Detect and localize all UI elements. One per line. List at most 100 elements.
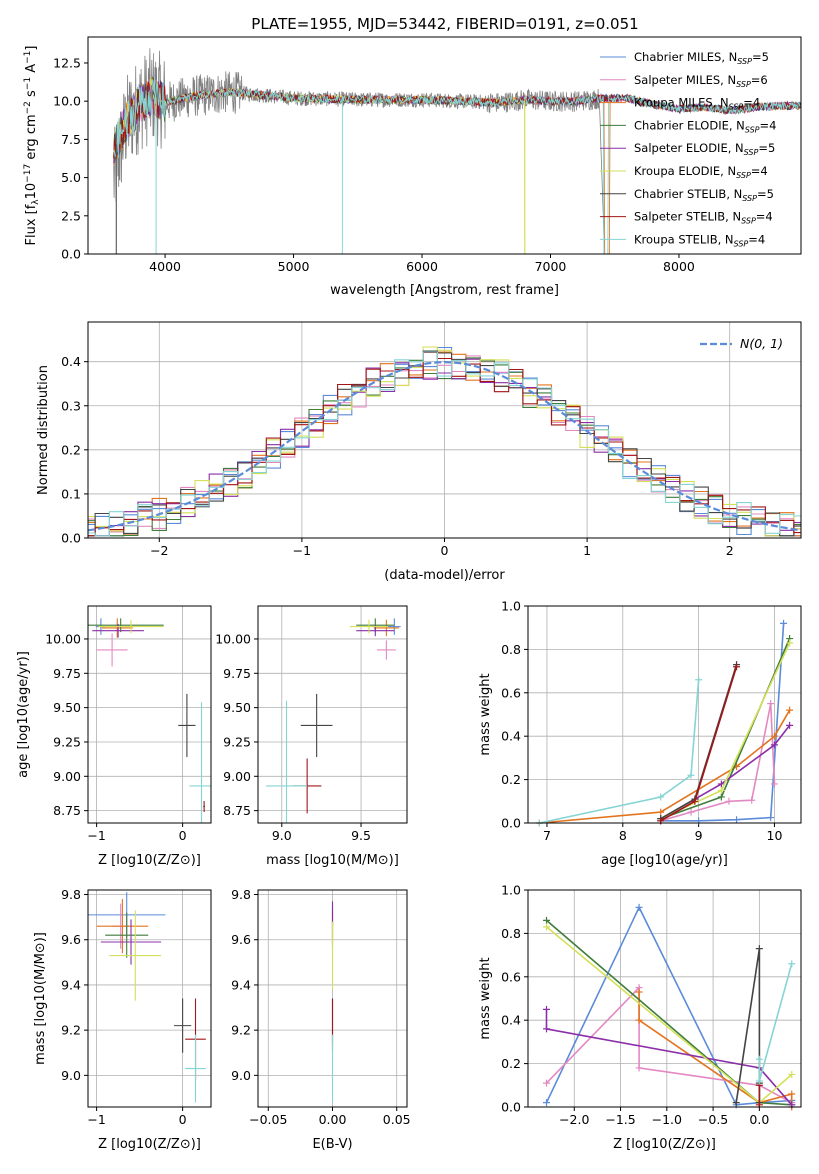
y-tick-label: 9.00 <box>53 769 81 784</box>
histogram-kroupa-elodie <box>88 346 801 537</box>
age_vs_z-grid <box>88 606 211 823</box>
y-tick-label: 9.8 <box>61 887 81 902</box>
x-tick-label: 4000 <box>149 259 181 274</box>
x-tick-label: −1 <box>293 543 311 558</box>
mass-vs-z-y-label: mass [log10(M/M⊙)] <box>33 932 48 1065</box>
weight-point-kroupa-stelib <box>755 1055 763 1063</box>
mass-weight-vs-z-panel: −2.0 −1.5 −1.0 −0.5 0.0 0.0 0.2 0.4 0.6 0.8 1.0 Z [… <box>478 883 802 1152</box>
weight-line-chabrier-stelib <box>735 948 761 1103</box>
y-tick-label: 9.0 <box>61 1068 81 1083</box>
x-tick-label: 0.00 <box>319 1112 347 1127</box>
x-tick-label: 0.05 <box>383 1112 411 1127</box>
x-tick-label: 1 <box>583 543 591 558</box>
y-tick-label: 9.8 <box>231 887 251 902</box>
legend-entry-kroupa-elodie: Kroupa ELODIE, NSSP=4 <box>634 164 768 180</box>
y-tick-label: 2.5 <box>61 208 81 223</box>
mass-weight-vs-age-panel: 7 8 9 10 0.0 0.2 0.4 0.6 0.8 1.0 age [log10(age/yr… <box>478 599 802 868</box>
age-vs-mass-panel: 9.0 9.5 8.75 9.00 9.25 9.50 9.75 10.00 mass [log… <box>215 605 408 868</box>
weight-point-kroupa-miles <box>657 808 665 816</box>
weight-lines <box>535 619 794 827</box>
weight-point-kroupa-miles <box>788 1090 796 1098</box>
spectrum-y-label: Flux [fλ10−17 erg cm−2 s−1 A−1] <box>23 46 41 246</box>
x-tick-label: 0 <box>441 543 449 558</box>
weight-point-kroupa-stelib <box>788 960 796 968</box>
histogram-salpeter-stelib <box>88 351 801 537</box>
y-tick-label: 9.4 <box>231 977 251 992</box>
mass_vs_z-grid <box>88 890 211 1107</box>
weight-point-salpeter-elodie <box>786 721 794 729</box>
spectrum-panel: 4000 5000 6000 7000 8000 0.0 2.5 5.0 7.5 10.0 12.5… <box>23 36 802 298</box>
data-spectrum-line <box>113 48 605 248</box>
weight-point-salpeter-elodie <box>543 1025 551 1033</box>
y-tick-label: 9.50 <box>223 700 251 715</box>
age-vs-mass-x-label: mass [log10(M/M⊙)] <box>266 853 399 868</box>
y-tick-label: 0.6 <box>501 969 521 984</box>
y-tick-label: 9.6 <box>61 932 81 947</box>
legend-entry-kroupa-miles: Kroupa MILES, NSSP=4 <box>634 96 760 112</box>
x-tick-label: 0 <box>179 828 187 843</box>
weight-line-chabrier-miles <box>660 623 785 822</box>
x-tick-label: 10 <box>767 828 783 843</box>
y-tick-label: 10.00 <box>215 631 251 646</box>
weight-point-kroupa-elodie <box>788 1070 796 1078</box>
y-tick-label: 1.0 <box>501 883 521 898</box>
weight-point-kroupa-elodie <box>543 923 551 931</box>
y-tick-label: 0.4 <box>501 729 521 744</box>
x-tick-label: 8000 <box>663 259 695 274</box>
weight-point-kroupa-miles <box>635 988 643 996</box>
axes-frame <box>87 605 212 824</box>
y-tick-label: 1.0 <box>501 599 521 614</box>
x-tick-label: −1.0 <box>652 1112 682 1127</box>
axes-frame <box>527 889 802 1108</box>
spectrum-legend: Chabrier MILES, NSSP=5 Salpeter MILES, NS… <box>600 50 776 248</box>
y-tick-label: 9.0 <box>231 1068 251 1083</box>
y-tick-label: 9.50 <box>53 700 81 715</box>
weight-point-salpeter-elodie <box>770 741 778 749</box>
y-tick-label: 8.75 <box>223 803 251 818</box>
age-vs-z-y-label: age [log10(age/yr)] <box>16 651 31 778</box>
mass-weight-vs-z-y-label: mass weight <box>478 957 493 1039</box>
weight-line-salpeter-miles <box>660 703 776 822</box>
y-tick-label: 9.00 <box>223 769 251 784</box>
x-tick-label: 9 <box>695 828 703 843</box>
weight-line-chabrier-elodie <box>660 638 791 820</box>
axes-frame <box>527 605 802 824</box>
weight-point-kroupa-miles <box>786 706 794 714</box>
x-tick-label: −2.0 <box>559 1112 589 1127</box>
histogram-kroupa-stelib <box>88 351 801 537</box>
errorbars <box>265 618 401 823</box>
x-tick-label: 6000 <box>406 259 438 274</box>
weight-lines <box>543 903 796 1111</box>
weight-point-chabrier-elodie <box>543 916 551 924</box>
weight-point-salpeter-miles <box>687 808 695 816</box>
x-tick-label: −2 <box>150 543 168 558</box>
weight-line-salpeter-elodie <box>545 1009 793 1106</box>
weight-line-kroupa-elodie <box>660 642 791 820</box>
weight-line-chabrier-elodie <box>545 919 792 1106</box>
mass-vs-z-x-label: Z [log10(Z/Z⊙)] <box>98 1137 201 1152</box>
axes-frame <box>257 605 408 824</box>
age-vs-z-panel: −1 0 8.75 9.00 9.25 9.50 9.75 10.00 Z [log10(Z/Z… <box>16 605 212 868</box>
y-tick-label: 10.0 <box>53 94 81 109</box>
weight-point-kroupa-elodie <box>717 786 725 794</box>
y-tick-label: 0.0 <box>501 816 521 831</box>
y-tick-label: 0.0 <box>61 247 81 262</box>
y-tick-label: 0.0 <box>61 531 81 546</box>
y-tick-label: 9.75 <box>53 666 81 681</box>
figure-title: PLATE=1955, MJD=53442, FIBERID=0191, z=0… <box>251 15 638 33</box>
x-tick-label: 0 <box>179 1112 187 1127</box>
weight-point-chabrier-stelib <box>732 1099 740 1107</box>
histogram-kroupa-miles <box>88 351 801 537</box>
legend-entry-chabrier-elodie: Chabrier ELODIE, NSSP=4 <box>634 118 776 134</box>
weight-point-chabrier-miles <box>635 903 643 911</box>
y-tick-label: 9.75 <box>223 666 251 681</box>
y-tick-label: 9.2 <box>231 1023 251 1038</box>
legend-entry-chabrier-miles: Chabrier MILES, NSSP=5 <box>634 50 769 66</box>
weight-point-salpeter-miles <box>725 797 733 805</box>
y-tick-label: 0.2 <box>61 442 81 457</box>
age-vs-z-x-label: Z [log10(Z/Z⊙)] <box>98 853 201 868</box>
weight-point-salpeter-miles <box>767 700 775 708</box>
x-tick-label: 0.0 <box>749 1112 769 1127</box>
weight-line-salpeter-miles <box>545 985 793 1104</box>
